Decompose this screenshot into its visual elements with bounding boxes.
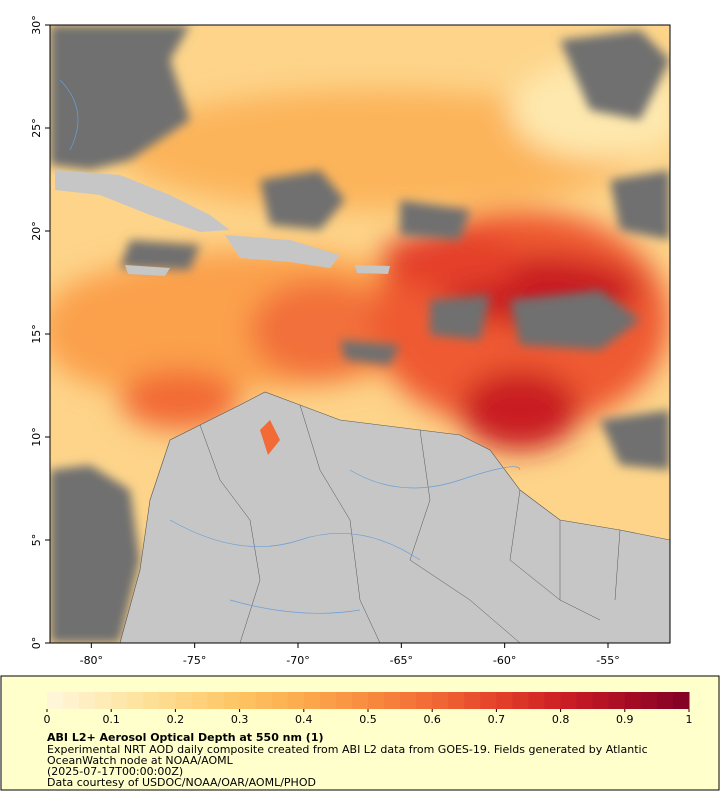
colorbar-cell bbox=[544, 692, 562, 709]
colorbar-cell bbox=[127, 692, 144, 709]
y-tick-label: 10° bbox=[30, 427, 43, 447]
x-tick-label: -60° bbox=[493, 654, 516, 667]
colorbar-tick-label: 1 bbox=[686, 713, 693, 726]
caption: (2025-07-17T00:00:00Z) bbox=[47, 765, 183, 778]
colorbar-cell bbox=[640, 692, 658, 709]
colorbar-cell bbox=[368, 692, 385, 709]
colorbar-cell bbox=[271, 692, 289, 709]
colorbar-tick-label: 0.2 bbox=[167, 713, 185, 726]
colorbar-cell bbox=[576, 692, 594, 709]
x-tick-label: -55° bbox=[596, 654, 619, 667]
colorbar-cell bbox=[608, 692, 626, 709]
colorbar-tick-label: 0.9 bbox=[616, 713, 634, 726]
caption: Experimental NRT AOD daily composite cre… bbox=[47, 743, 648, 756]
colorbar-cell bbox=[448, 692, 465, 709]
colorbar-cell bbox=[512, 692, 529, 709]
x-tick-label: -75° bbox=[183, 654, 206, 667]
colorbar-cell bbox=[464, 692, 481, 709]
colorbar-cell bbox=[592, 692, 610, 709]
colorbar-cell bbox=[384, 692, 401, 709]
colorbar-cell bbox=[207, 692, 225, 709]
colorbar-cell bbox=[111, 692, 128, 709]
colorbar-cell bbox=[159, 692, 176, 709]
colorbar-cell bbox=[624, 692, 642, 709]
y-tick-label: 15° bbox=[30, 324, 43, 344]
colorbar-cell bbox=[560, 692, 578, 709]
colorbar-tick-label: 0.6 bbox=[423, 713, 441, 726]
colorbar-tick-label: 0 bbox=[44, 713, 51, 726]
colorbar-cell bbox=[496, 692, 513, 709]
colorbar-cell bbox=[656, 692, 674, 709]
colorbar-cell bbox=[416, 692, 433, 709]
colorbar-cell bbox=[191, 692, 208, 709]
colorbar-cell bbox=[239, 692, 257, 709]
colorbar-cell bbox=[47, 692, 64, 709]
colorbar-cell bbox=[95, 692, 112, 709]
colorbar-cell bbox=[79, 692, 96, 709]
colorbar-tick-label: 0.7 bbox=[488, 713, 506, 726]
colorbar-cell bbox=[351, 692, 369, 709]
x-tick-label: -70° bbox=[286, 654, 309, 667]
y-tick-label: 30° bbox=[30, 15, 43, 35]
colorbar-tick-label: 0.3 bbox=[231, 713, 249, 726]
colorbar-cell bbox=[303, 692, 321, 709]
colorbar-tick-label: 0.1 bbox=[102, 713, 120, 726]
x-tick-label: -65° bbox=[390, 654, 413, 667]
colorbar-cell bbox=[400, 692, 417, 709]
colorbar-cell bbox=[63, 692, 80, 709]
y-tick-label: 20° bbox=[30, 221, 43, 241]
colorbar-cell bbox=[223, 692, 241, 709]
colorbar-tick-label: 0.4 bbox=[295, 713, 313, 726]
y-tick-label: 25° bbox=[30, 118, 43, 138]
colorbar-cell bbox=[143, 692, 160, 709]
colorbar-cell bbox=[432, 692, 449, 709]
colorbar-tick-label: 0.5 bbox=[359, 713, 377, 726]
colorbar-cell bbox=[672, 692, 690, 709]
colorbar-cell bbox=[480, 692, 497, 709]
caption: OceanWatch node at NOAA/AOML bbox=[47, 754, 234, 767]
colorbar-cell bbox=[319, 692, 337, 709]
colorbar-cell bbox=[528, 692, 546, 709]
caption: Data courtesy of USDOC/NOAA/OAR/AOML/PHO… bbox=[47, 776, 316, 789]
y-tick-label: 0° bbox=[30, 637, 43, 650]
map-image bbox=[50, 25, 670, 643]
colorbar-cell bbox=[255, 692, 273, 709]
title: ABI L2+ Aerosol Optical Depth at 550 nm … bbox=[47, 731, 324, 744]
colorbar-cell bbox=[175, 692, 192, 709]
y-tick-label: 5° bbox=[30, 534, 43, 547]
colorbar-cell bbox=[335, 692, 353, 709]
x-tick-label: -80° bbox=[80, 654, 103, 667]
colorbar-tick-label: 0.8 bbox=[552, 713, 570, 726]
colorbar-cell bbox=[287, 692, 305, 709]
